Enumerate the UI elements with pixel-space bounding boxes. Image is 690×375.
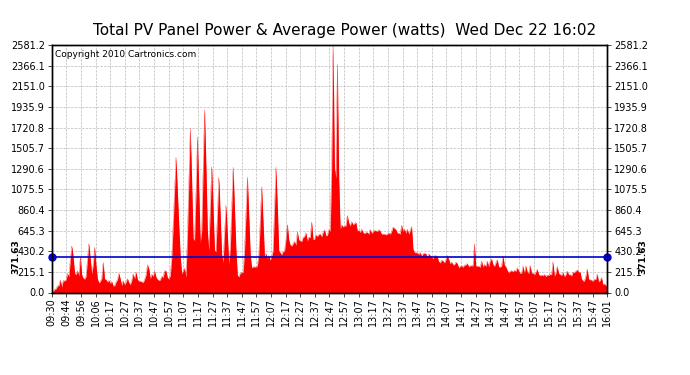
Text: 371.63: 371.63 [639,240,648,274]
Text: 371.63: 371.63 [11,240,20,274]
Text: Total PV Panel Power & Average Power (watts)  Wed Dec 22 16:02: Total PV Panel Power & Average Power (wa… [93,22,597,38]
Text: Copyright 2010 Cartronics.com: Copyright 2010 Cartronics.com [55,50,196,59]
